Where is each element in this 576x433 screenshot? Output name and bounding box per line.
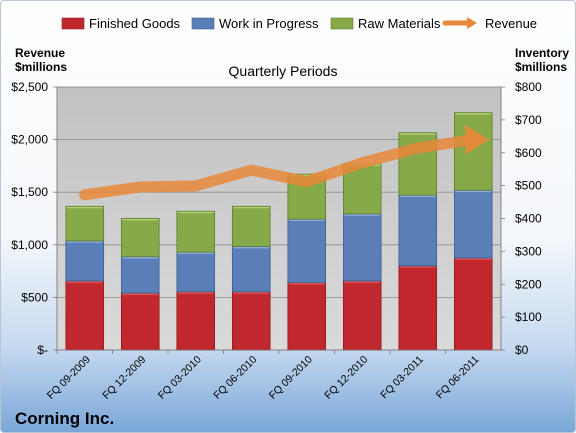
- company-name: Corning Inc.: [15, 409, 114, 428]
- legend-arrow-revenue: [467, 17, 477, 29]
- x-tick-label: FQ 12-2009: [100, 354, 148, 402]
- bar-work-in-progress: [231, 246, 271, 293]
- x-tick-label: FQ 06-2010: [211, 354, 259, 402]
- bar-work-in-progress: [342, 213, 382, 282]
- revenue-line-layer: [79, 124, 490, 201]
- bar-raw-materials: [65, 205, 105, 242]
- left-tick-label: $2,500: [11, 80, 48, 94]
- right-tick-label: $400: [515, 212, 542, 226]
- left-tick-label: $1,000: [11, 238, 48, 252]
- bar-raw-materials: [176, 210, 216, 253]
- bar-work-in-progress: [398, 194, 438, 267]
- x-axis: FQ 09-2009 FQ 12-2009 FQ 03-2010 FQ 06-2010…: [45, 349, 501, 402]
- bar-work-in-progress: [453, 189, 493, 259]
- legend: Finished Goods Work in Progress Raw Mate…: [61, 16, 537, 31]
- legend-label-raw-materials: Raw Materials: [358, 16, 441, 31]
- bar-finished-goods: [342, 280, 382, 351]
- bar-finished-goods: [176, 291, 216, 351]
- bar-finished-goods: [231, 291, 271, 351]
- x-tick-label: FQ 09-2010: [267, 354, 315, 402]
- left-axis-title-line1: Revenue: [15, 46, 65, 60]
- legend-label-revenue: Revenue: [485, 16, 537, 31]
- bar-raw-materials: [120, 218, 160, 258]
- legend-swatch-work-in-progress: [191, 17, 215, 30]
- bar-finished-goods: [287, 282, 327, 351]
- x-tick-label: FQ 06-2011: [434, 354, 482, 402]
- right-axis-title-line2: $millions: [515, 60, 567, 74]
- right-axis: $0 $100 $200 $300 $400 $500 $600 $700 $800: [500, 80, 542, 357]
- left-axis: $- $500 $1,000 $1,500 $2,000 $2,500: [11, 80, 58, 357]
- right-tick-label: $300: [515, 244, 542, 258]
- right-tick-label: $200: [515, 277, 542, 291]
- bar-finished-goods: [120, 292, 160, 351]
- right-tick-label: $100: [515, 310, 542, 324]
- right-tick-label: $700: [515, 113, 542, 127]
- left-tick-label: $500: [21, 290, 48, 304]
- left-tick-label: $-: [37, 343, 48, 357]
- right-tick-label: $600: [515, 146, 542, 160]
- left-tick-label: $2,000: [11, 133, 48, 147]
- bar-finished-goods: [398, 265, 438, 351]
- revenue-line: [79, 134, 479, 201]
- right-tick-label: $800: [515, 80, 542, 94]
- x-tick-label: FQ 12-2010: [322, 354, 370, 402]
- bar-work-in-progress: [65, 240, 105, 282]
- legend-swatch-raw-materials: [330, 17, 354, 30]
- revenue-arrow-head: [465, 124, 490, 155]
- x-tick-label: FQ 09-2009: [45, 354, 93, 402]
- left-axis-title-line2: $millions: [15, 60, 67, 74]
- bar-raw-materials: [231, 205, 271, 247]
- x-tick-label: FQ 03-2011: [378, 354, 426, 402]
- right-tick-label: $0: [515, 343, 529, 357]
- bar-finished-goods: [65, 280, 105, 351]
- bar-work-in-progress: [287, 218, 327, 284]
- bar-work-in-progress: [176, 251, 216, 293]
- right-axis-title-line1: Inventory: [515, 46, 569, 60]
- left-tick-label: $1,500: [11, 185, 48, 199]
- bar-work-in-progress: [120, 256, 160, 294]
- x-tick-label: FQ 03-2010: [156, 354, 204, 402]
- right-tick-label: $500: [515, 179, 542, 193]
- bar-raw-materials: [453, 112, 493, 191]
- legend-swatch-finished-goods: [61, 17, 85, 30]
- legend-label-finished-goods: Finished Goods: [89, 16, 181, 31]
- legend-label-work-in-progress: Work in Progress: [219, 16, 319, 31]
- chart-title: Quarterly Periods: [229, 63, 338, 79]
- bar-finished-goods: [453, 257, 493, 351]
